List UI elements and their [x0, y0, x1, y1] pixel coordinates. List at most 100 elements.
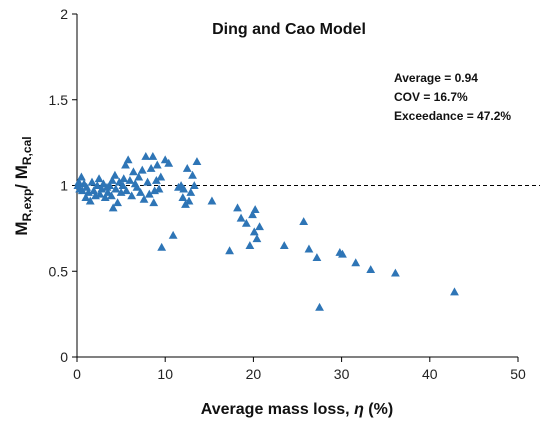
data-point — [85, 196, 95, 205]
y-tick-label: 0.5 — [49, 263, 69, 279]
data-point — [315, 302, 324, 311]
y-axis-label-sub1: R,exp — [20, 189, 34, 222]
data-point — [391, 268, 400, 277]
data-point — [450, 287, 459, 296]
data-point — [77, 186, 87, 195]
x-tick-label: 50 — [510, 366, 526, 382]
y-axis-label: MR,exp/ MR,cal — [12, 136, 34, 235]
data-point — [157, 242, 167, 251]
data-point — [241, 218, 251, 227]
data-point — [188, 170, 197, 179]
data-point — [139, 194, 149, 203]
data-point — [94, 174, 104, 183]
data-point — [338, 249, 347, 258]
data-point — [148, 151, 158, 160]
data-point — [137, 165, 147, 174]
data-point — [129, 167, 138, 176]
chart-title: Ding and Cao Model — [212, 21, 366, 38]
data-point — [248, 210, 257, 219]
x-tick-label: 10 — [157, 366, 173, 382]
data-point — [178, 193, 188, 202]
data-point — [136, 187, 145, 196]
data-point — [105, 181, 115, 190]
data-point — [95, 189, 105, 198]
data-points — [73, 151, 459, 311]
data-point — [121, 160, 130, 169]
stats-box: Average = 0.94 COV = 16.7% Exceedance = … — [394, 71, 511, 123]
data-point — [299, 217, 309, 226]
data-point — [125, 175, 135, 184]
data-point — [249, 227, 259, 236]
data-point — [106, 191, 116, 200]
data-point — [127, 191, 137, 200]
data-point — [192, 157, 202, 166]
data-point — [168, 230, 178, 239]
x-tick-label: 20 — [246, 366, 262, 382]
data-point — [149, 198, 159, 207]
y-axis-label-m2: M — [12, 165, 31, 179]
y-axis-label-sep: / — [12, 179, 31, 188]
data-point — [107, 175, 117, 184]
x-axis-label-symbol: η — [354, 401, 364, 418]
stat-cov: COV = 16.7% — [394, 90, 468, 104]
data-point — [134, 172, 144, 181]
data-point — [184, 196, 194, 205]
data-point — [252, 234, 262, 243]
data-point — [87, 177, 97, 186]
data-point — [111, 184, 121, 193]
data-point — [250, 205, 260, 214]
data-point — [351, 258, 361, 267]
y-tick-label: 1.5 — [49, 92, 69, 108]
data-point — [119, 174, 129, 183]
data-point — [132, 182, 142, 191]
data-point — [81, 193, 91, 202]
data-point — [152, 160, 162, 169]
data-point — [156, 172, 166, 181]
y-tick-label: 0 — [60, 349, 68, 365]
stat-average: Average = 0.94 — [394, 71, 478, 85]
x-axis-label-unit: (%) — [364, 401, 393, 418]
x-axis-label-text: Average mass loss, — [201, 401, 354, 418]
data-point — [304, 244, 314, 253]
data-point — [207, 196, 217, 205]
data-point — [255, 222, 264, 231]
data-point — [236, 213, 246, 222]
data-point — [143, 177, 152, 186]
data-point — [225, 246, 234, 255]
data-point — [179, 184, 189, 193]
data-point — [366, 265, 376, 274]
data-point — [312, 253, 322, 262]
data-point — [245, 241, 255, 250]
data-point — [146, 163, 156, 172]
data-point — [182, 163, 192, 172]
data-point — [110, 170, 120, 179]
y-axis-label-m1: M — [12, 221, 31, 235]
data-point — [121, 186, 131, 195]
data-point — [151, 175, 161, 184]
x-tick-label: 30 — [334, 366, 350, 382]
data-point — [113, 198, 122, 207]
y-axis-label-sub2: R,cal — [20, 136, 34, 165]
x-axis-label: Average mass loss, η (%) — [201, 401, 393, 418]
data-point — [74, 177, 84, 186]
axes: 0 10 20 30 40 50 0 0.5 1 1.5 2 — [49, 6, 526, 382]
y-tick-label: 2 — [60, 6, 68, 22]
x-tick-label: 0 — [73, 366, 81, 382]
data-point — [186, 187, 196, 196]
data-point — [189, 181, 199, 190]
stat-exceedance: Exceedance = 47.2% — [394, 109, 511, 123]
data-point — [279, 241, 289, 250]
data-point — [141, 151, 151, 160]
data-point — [77, 172, 86, 181]
data-point — [144, 189, 154, 198]
y-tick-label: 1 — [60, 178, 68, 194]
data-point — [118, 181, 128, 190]
data-point — [154, 184, 164, 193]
data-point — [233, 203, 242, 212]
data-point — [123, 155, 133, 164]
x-tick-label: 40 — [422, 366, 438, 382]
data-point — [108, 203, 118, 212]
data-point — [164, 158, 174, 167]
